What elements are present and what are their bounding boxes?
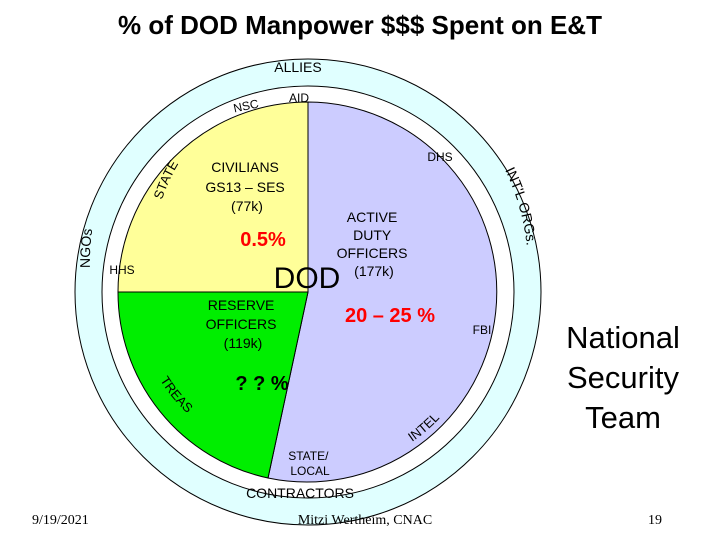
civilians-segment	[117, 101, 309, 293]
civilians-label: CIVILIANS GS13 – SES (77k)	[205, 159, 288, 214]
active-duty-label: ACTIVE DUTY OFFICERS (177k)	[337, 209, 412, 279]
label-fbi: FBI	[473, 323, 492, 337]
label-ngos: NGOs	[77, 228, 95, 269]
footer-date: 9/19/2021	[32, 513, 89, 528]
reserve-segment	[117, 291, 309, 479]
label-nsc: NSC	[232, 96, 260, 115]
team-label: National Security Team	[548, 318, 698, 438]
team-label-line: Team	[585, 400, 661, 435]
label-allies: ALLIES	[274, 59, 321, 75]
footer-author: Mitzi Wertheim, CNAC	[297, 513, 433, 528]
label-hhs: HHS	[109, 263, 134, 277]
label-contractors: CONTRACTORS	[246, 485, 354, 501]
reserve-label: RESERVE OFFICERS (119k)	[206, 297, 281, 351]
footer-page-number: 19	[648, 513, 662, 528]
civilians-percent: 0.5%	[240, 229, 286, 251]
active-duty-segment	[267, 101, 498, 483]
center-label: DOD	[274, 262, 341, 295]
label-state-local: STATE/ LOCAL	[288, 449, 332, 478]
slide-title: % of DOD Manpower $$$ Spent on E&T	[118, 10, 602, 40]
label-aid: AID	[289, 91, 309, 105]
active-duty-percent: 20 – 25 %	[345, 305, 435, 327]
team-label-line: Security	[567, 360, 679, 395]
label-dhs: DHS	[427, 150, 452, 164]
reserve-percent: ? ? %	[235, 373, 289, 395]
team-label-line: National	[566, 320, 680, 355]
